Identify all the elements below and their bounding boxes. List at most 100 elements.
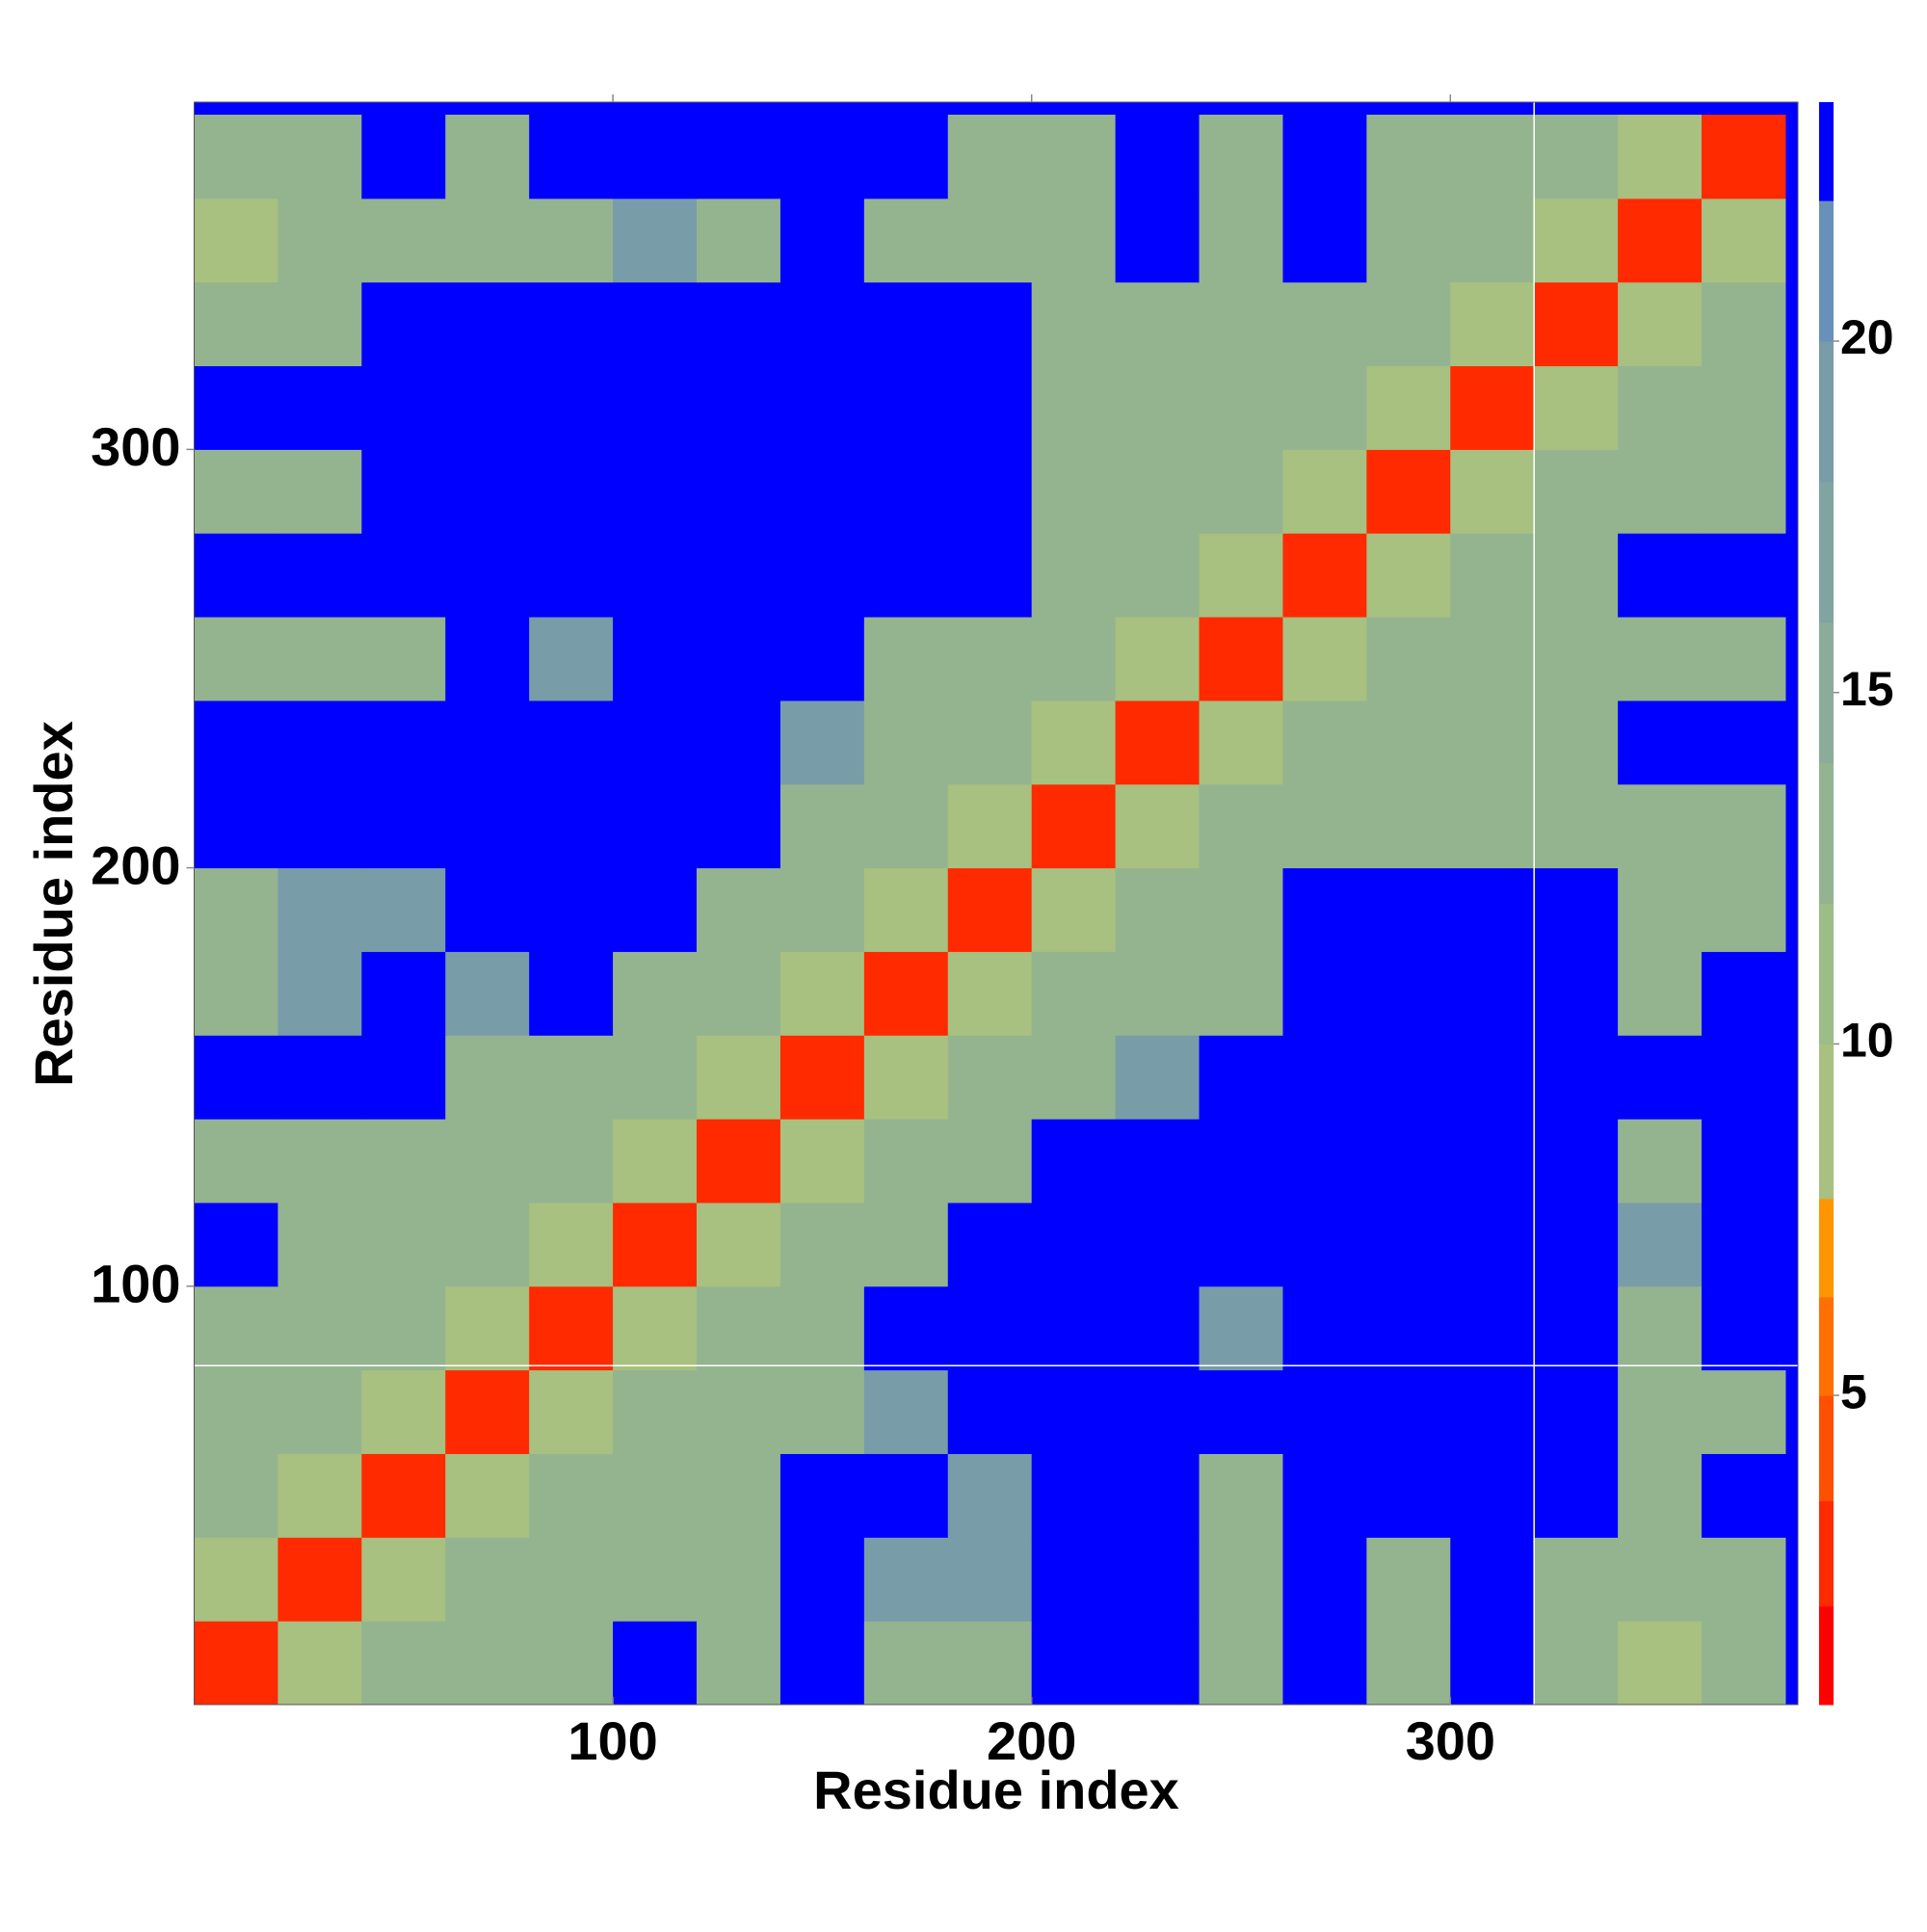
heatmap-cell — [613, 783, 698, 869]
heatmap-cell — [194, 365, 278, 450]
heatmap-cell — [1282, 1035, 1367, 1120]
heatmap-cell — [1450, 365, 1535, 450]
heatmap-cell — [697, 783, 781, 869]
heatmap-cell — [1031, 281, 1117, 367]
heatmap-cell — [1702, 1369, 1786, 1454]
heatmap-cell — [1031, 1035, 1117, 1120]
heatmap-cell — [194, 1453, 278, 1538]
heatmap-cell — [697, 1537, 781, 1622]
heatmap-cell — [697, 449, 781, 534]
heatmap-cell — [361, 1621, 446, 1706]
heatmap-cell — [1618, 1453, 1703, 1538]
heatmap-cell — [863, 1202, 949, 1287]
heatmap-cell — [863, 198, 949, 283]
heatmap-cell — [1366, 198, 1451, 283]
heatmap-cell — [1031, 1369, 1117, 1454]
heatmap-cell — [1282, 1119, 1367, 1204]
heatmap-cell — [277, 1285, 362, 1371]
heatmap-cell — [1282, 1621, 1367, 1706]
heatmap-cell — [697, 1621, 781, 1706]
heatmap-cell — [947, 365, 1033, 450]
heatmap-cell — [1031, 1537, 1117, 1622]
heatmap-cell — [697, 1453, 781, 1538]
heatmap-cell — [277, 449, 362, 534]
heatmap-cell — [863, 533, 949, 618]
heatmap-cell — [1450, 1285, 1535, 1371]
heatmap-cell — [1199, 1369, 1283, 1454]
heatmap-cell — [1618, 1035, 1703, 1120]
heatmap-cell — [947, 867, 1033, 952]
heatmap-cell — [1282, 1285, 1367, 1371]
heatmap-cell — [1702, 617, 1786, 701]
heatmap-cell — [1282, 783, 1367, 869]
heatmap-cell — [277, 281, 362, 367]
heatmap-cell — [863, 867, 949, 952]
heatmap-cell — [1115, 1285, 1201, 1371]
heatmap-cell — [779, 365, 865, 450]
heatmap-cell — [194, 1035, 278, 1120]
heatmap-cell — [445, 867, 530, 952]
colorbar-band — [1819, 481, 1834, 623]
heatmap-cell — [1534, 867, 1619, 952]
heatmap-cell — [1702, 867, 1786, 952]
colorbar-band — [1819, 1198, 1834, 1298]
heatmap-cell — [529, 449, 614, 534]
heatmap-cell — [1031, 1621, 1117, 1706]
x-tick-label: 100 — [568, 1710, 657, 1771]
x-tick-label: 300 — [1406, 1710, 1495, 1771]
heatmap-cell — [1618, 1621, 1703, 1706]
heatmap-cell — [1199, 700, 1283, 785]
heatmap-cell — [194, 281, 278, 367]
heatmap-cell — [697, 1202, 781, 1287]
heatmap-cell — [445, 1369, 530, 1454]
heatmap-cell — [613, 617, 698, 701]
heatmap-cell — [1282, 700, 1367, 785]
heatmap-cell — [1115, 281, 1201, 367]
heatmap-cell — [529, 1202, 614, 1287]
heatmap-cell — [445, 449, 530, 534]
heatmap-cell — [947, 1202, 1033, 1287]
heatmap-cell — [779, 867, 865, 952]
heatmap-cell — [1366, 617, 1451, 701]
heatmap-cell — [1199, 617, 1283, 701]
heatmap-cell — [1450, 449, 1535, 534]
heatmap-cell — [1031, 1453, 1117, 1538]
heatmap-cell — [361, 449, 446, 534]
heatmap-cell — [863, 951, 949, 1036]
heatmap-cell — [779, 1202, 865, 1287]
heatmap-cell — [1282, 115, 1367, 199]
heatmap-cell — [194, 533, 278, 618]
heatmap-cell — [697, 533, 781, 618]
heatmap-cell — [445, 365, 530, 450]
heatmap-cell — [529, 115, 614, 199]
heatmap-cell — [947, 700, 1033, 785]
heatmap-cell — [445, 198, 530, 283]
heatmap-cell — [1115, 1537, 1201, 1622]
heatmap-cell — [361, 1202, 446, 1287]
heatmap-cell — [1534, 1537, 1619, 1622]
heatmap-cell — [1366, 449, 1451, 534]
heatmap-cell — [1618, 951, 1703, 1036]
heatmap-cell — [779, 1621, 865, 1706]
heatmap-cell — [194, 700, 278, 785]
heatmap-cell — [697, 1119, 781, 1204]
heatmap-cell — [1366, 281, 1451, 367]
heatmap-cell — [1366, 1621, 1451, 1706]
heatmap-cell — [1702, 700, 1786, 785]
heatmap-cell — [1031, 115, 1117, 199]
heatmap-cell — [863, 1119, 949, 1204]
heatmap-cell — [1702, 115, 1786, 199]
heatmap-cell — [863, 1035, 949, 1120]
heatmap-cell — [1115, 783, 1201, 869]
heatmap-cell — [697, 617, 781, 701]
heatmap-cell — [361, 533, 446, 618]
heatmap-cell — [194, 867, 278, 952]
colorbar-band — [1819, 1395, 1834, 1501]
heatmap-cell — [863, 281, 949, 367]
heatmap-cell — [1282, 1369, 1367, 1454]
heatmap-cell — [1534, 533, 1619, 618]
heatmap-cell — [1031, 951, 1117, 1036]
heatmap-cell — [779, 700, 865, 785]
heatmap-cell — [445, 783, 530, 869]
heatmap-cell — [277, 1202, 362, 1287]
